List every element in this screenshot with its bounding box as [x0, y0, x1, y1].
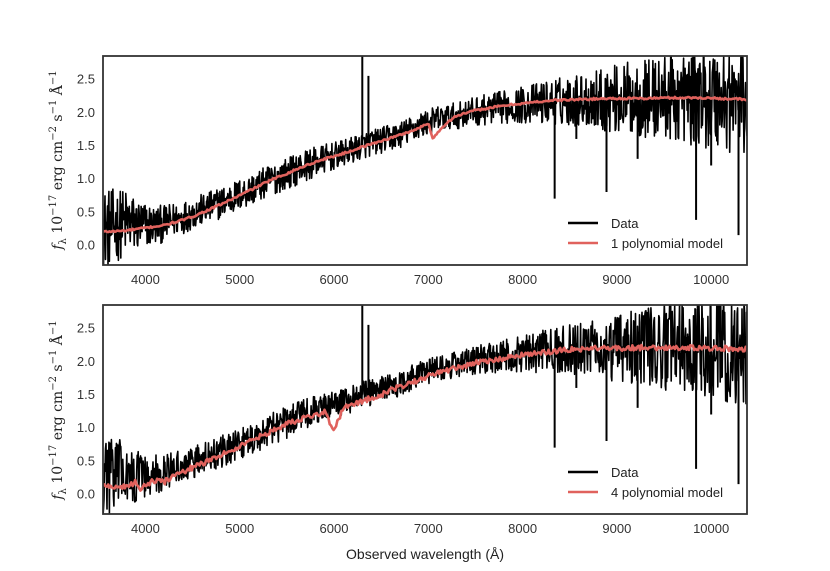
bottom-x-tick-7000: 7000 [414, 521, 443, 536]
top-y-tick-2.0: 2.0 [77, 105, 95, 120]
top-legend: Data 1 polynomial model [568, 216, 723, 251]
top-y-axis-label: fλ 10−17 erg cm−2 s−1 Å−1 [48, 70, 69, 250]
bottom-panel: 4000 5000 6000 7000 8000 9000 10000 0.0 0.5 1.0 1… [48, 304, 748, 562]
top-y-tick-2.5: 2.5 [77, 72, 95, 87]
bottom-y-tick-1.5: 1.5 [77, 387, 95, 402]
bottom-y-tick-2.5: 2.5 [77, 321, 95, 336]
top-x-tick-9000: 9000 [602, 272, 631, 287]
x-axis-label: Observed wavelength (Å) [346, 546, 504, 562]
bottom-legend-model-label: 4 polynomial model [611, 485, 723, 500]
top-legend-model-label: 1 polynomial model [611, 236, 723, 251]
bottom-plot-area [103, 305, 747, 514]
bottom-x-tick-5000: 5000 [225, 521, 254, 536]
top-x-tick-4000: 4000 [131, 272, 160, 287]
top-data-series-line [103, 56, 747, 265]
bottom-axes-frame [102, 304, 748, 515]
top-panel: 4000 5000 6000 7000 8000 9000 10000 0.0 0.5 1.0 1… [48, 55, 748, 287]
top-y-tick-1.5: 1.5 [77, 138, 95, 153]
top-y-tick-0.0: 0.0 [77, 238, 95, 253]
top-y-tick-1.0: 1.0 [77, 171, 95, 186]
bottom-legend-data-label: Data [611, 465, 639, 480]
top-x-tick-6000: 6000 [320, 272, 349, 287]
bottom-x-tick-10000: 10000 [693, 521, 729, 536]
bottom-x-tick-6000: 6000 [320, 521, 349, 536]
bottom-data-series-line [103, 305, 747, 514]
bottom-legend: Data 4 polynomial model [568, 465, 723, 500]
bottom-x-tick-4000: 4000 [131, 521, 160, 536]
top-model-series-line [103, 95, 747, 234]
top-axes-frame [102, 55, 748, 266]
bottom-y-tick-0.5: 0.5 [77, 453, 95, 468]
top-x-tick-5000: 5000 [225, 272, 254, 287]
bottom-y-tick-2.0: 2.0 [77, 354, 95, 369]
top-x-tick-7000: 7000 [414, 272, 443, 287]
bottom-model-series-line [103, 343, 747, 492]
top-x-tick-10000: 10000 [693, 272, 729, 287]
bottom-y-axis-label: fλ 10−17 erg cm−2 s−1 Å−1 [48, 320, 69, 500]
top-plot-area [103, 56, 747, 265]
bottom-y-tick-0.0: 0.0 [77, 487, 95, 502]
top-x-tick-8000: 8000 [508, 272, 537, 287]
bottom-y-tick-1.0: 1.0 [77, 420, 95, 435]
bottom-x-tick-9000: 9000 [602, 521, 631, 536]
top-legend-data-label: Data [611, 216, 639, 231]
bottom-x-tick-labels: 4000 5000 6000 7000 8000 9000 10000 [131, 521, 729, 536]
bottom-x-tick-8000: 8000 [508, 521, 537, 536]
top-x-tick-labels: 4000 5000 6000 7000 8000 9000 10000 [131, 272, 729, 287]
top-y-tick-labels: 0.0 0.5 1.0 1.5 2.0 2.5 [77, 72, 95, 253]
bottom-y-tick-labels: 0.0 0.5 1.0 1.5 2.0 2.5 [77, 321, 95, 502]
top-y-tick-0.5: 0.5 [77, 204, 95, 219]
